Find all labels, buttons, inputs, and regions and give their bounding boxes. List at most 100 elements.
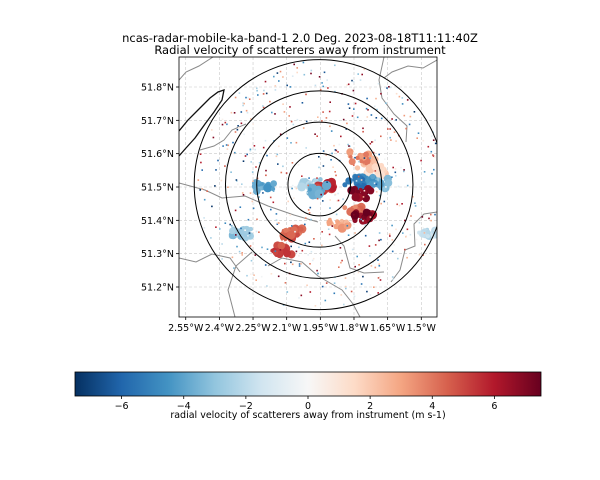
velocity-point bbox=[353, 295, 356, 298]
velocity-cell bbox=[370, 180, 377, 187]
velocity-point bbox=[240, 132, 243, 135]
velocity-point bbox=[241, 183, 243, 185]
velocity-point bbox=[353, 164, 355, 167]
velocity-point bbox=[393, 244, 395, 246]
boundary-line bbox=[390, 211, 437, 283]
velocity-point bbox=[310, 69, 313, 72]
velocity-point bbox=[369, 157, 371, 159]
velocity-point bbox=[273, 75, 275, 78]
velocity-point bbox=[392, 278, 394, 281]
velocity-point bbox=[359, 79, 362, 81]
velocity-point bbox=[203, 198, 206, 201]
velocity-cell bbox=[263, 183, 273, 193]
velocity-point bbox=[400, 166, 402, 169]
velocity-point bbox=[375, 183, 377, 185]
velocity-point bbox=[409, 115, 412, 118]
velocity-point bbox=[266, 154, 268, 157]
velocity-point bbox=[415, 238, 418, 241]
velocity-point bbox=[291, 263, 294, 266]
velocity-point bbox=[262, 106, 265, 109]
velocity-point bbox=[366, 290, 368, 293]
velocity-cell bbox=[270, 180, 278, 187]
velocity-point bbox=[325, 154, 328, 156]
velocity-point bbox=[424, 243, 426, 246]
velocity-cell bbox=[270, 186, 276, 192]
velocity-point bbox=[258, 231, 260, 233]
velocity-point bbox=[252, 180, 254, 182]
velocity-point bbox=[342, 198, 344, 200]
velocity-cell bbox=[370, 173, 376, 180]
velocity-point bbox=[326, 181, 328, 183]
velocity-point bbox=[221, 243, 223, 245]
velocity-point bbox=[378, 263, 380, 265]
velocity-point bbox=[225, 163, 228, 166]
colorbar-label: radial velocity of scatterers away from … bbox=[170, 410, 445, 421]
velocity-point bbox=[322, 111, 324, 113]
velocity-point bbox=[238, 126, 240, 129]
velocity-point bbox=[264, 139, 267, 142]
velocity-point bbox=[334, 149, 337, 151]
velocity-cell bbox=[306, 190, 313, 196]
velocity-point bbox=[355, 180, 358, 182]
velocity-point bbox=[373, 182, 376, 185]
velocity-cell bbox=[420, 231, 427, 238]
velocity-point bbox=[391, 118, 393, 120]
velocity-point bbox=[253, 145, 256, 147]
velocity-point bbox=[282, 186, 285, 189]
velocity-point bbox=[271, 111, 273, 114]
velocity-point bbox=[253, 274, 255, 276]
velocity-point bbox=[401, 103, 404, 105]
velocity-point bbox=[345, 287, 347, 290]
velocity-point bbox=[329, 125, 331, 128]
velocity-point bbox=[395, 228, 397, 231]
velocity-point bbox=[353, 213, 355, 216]
y-tick-label: 51.7°N bbox=[141, 116, 174, 127]
velocity-cell bbox=[272, 250, 279, 256]
velocity-cell bbox=[349, 155, 353, 159]
velocity-cell bbox=[354, 165, 361, 171]
velocity-point bbox=[234, 131, 237, 133]
velocity-point bbox=[201, 188, 204, 190]
velocity-point bbox=[310, 72, 312, 75]
velocity-point bbox=[321, 231, 323, 233]
velocity-point bbox=[245, 109, 248, 112]
velocity-point bbox=[412, 196, 414, 198]
velocity-point bbox=[269, 196, 272, 199]
velocity-point bbox=[417, 132, 420, 134]
velocity-point bbox=[303, 73, 306, 76]
velocity-point bbox=[369, 254, 371, 257]
velocity-point bbox=[243, 102, 245, 105]
velocity-point bbox=[290, 120, 293, 123]
velocity-cell bbox=[287, 230, 296, 240]
velocity-point bbox=[389, 128, 391, 130]
coastline bbox=[179, 89, 225, 157]
velocity-point bbox=[430, 135, 433, 137]
velocity-point bbox=[389, 86, 392, 89]
velocity-point bbox=[432, 155, 435, 157]
velocity-point bbox=[242, 104, 244, 107]
velocity-point bbox=[405, 236, 407, 238]
velocity-point bbox=[376, 108, 378, 111]
velocity-point bbox=[362, 130, 364, 133]
velocity-point bbox=[414, 205, 417, 207]
velocity-point bbox=[322, 200, 324, 202]
velocity-point bbox=[301, 102, 304, 104]
velocity-point bbox=[338, 266, 340, 268]
velocity-point bbox=[428, 217, 430, 220]
velocity-point bbox=[222, 145, 224, 147]
velocity-point bbox=[369, 294, 372, 296]
velocity-point bbox=[274, 89, 277, 91]
velocity-point bbox=[307, 254, 309, 256]
velocity-point bbox=[341, 259, 343, 262]
velocity-point bbox=[309, 291, 312, 293]
velocity-point bbox=[334, 171, 336, 173]
velocity-point bbox=[354, 232, 356, 234]
velocity-point bbox=[380, 202, 382, 205]
velocity-point bbox=[264, 80, 267, 83]
velocity-point bbox=[266, 285, 268, 287]
velocity-point bbox=[275, 213, 278, 215]
velocity-point bbox=[391, 250, 394, 253]
velocity-point bbox=[289, 214, 292, 216]
velocity-point bbox=[240, 111, 243, 113]
velocity-point bbox=[217, 159, 219, 162]
